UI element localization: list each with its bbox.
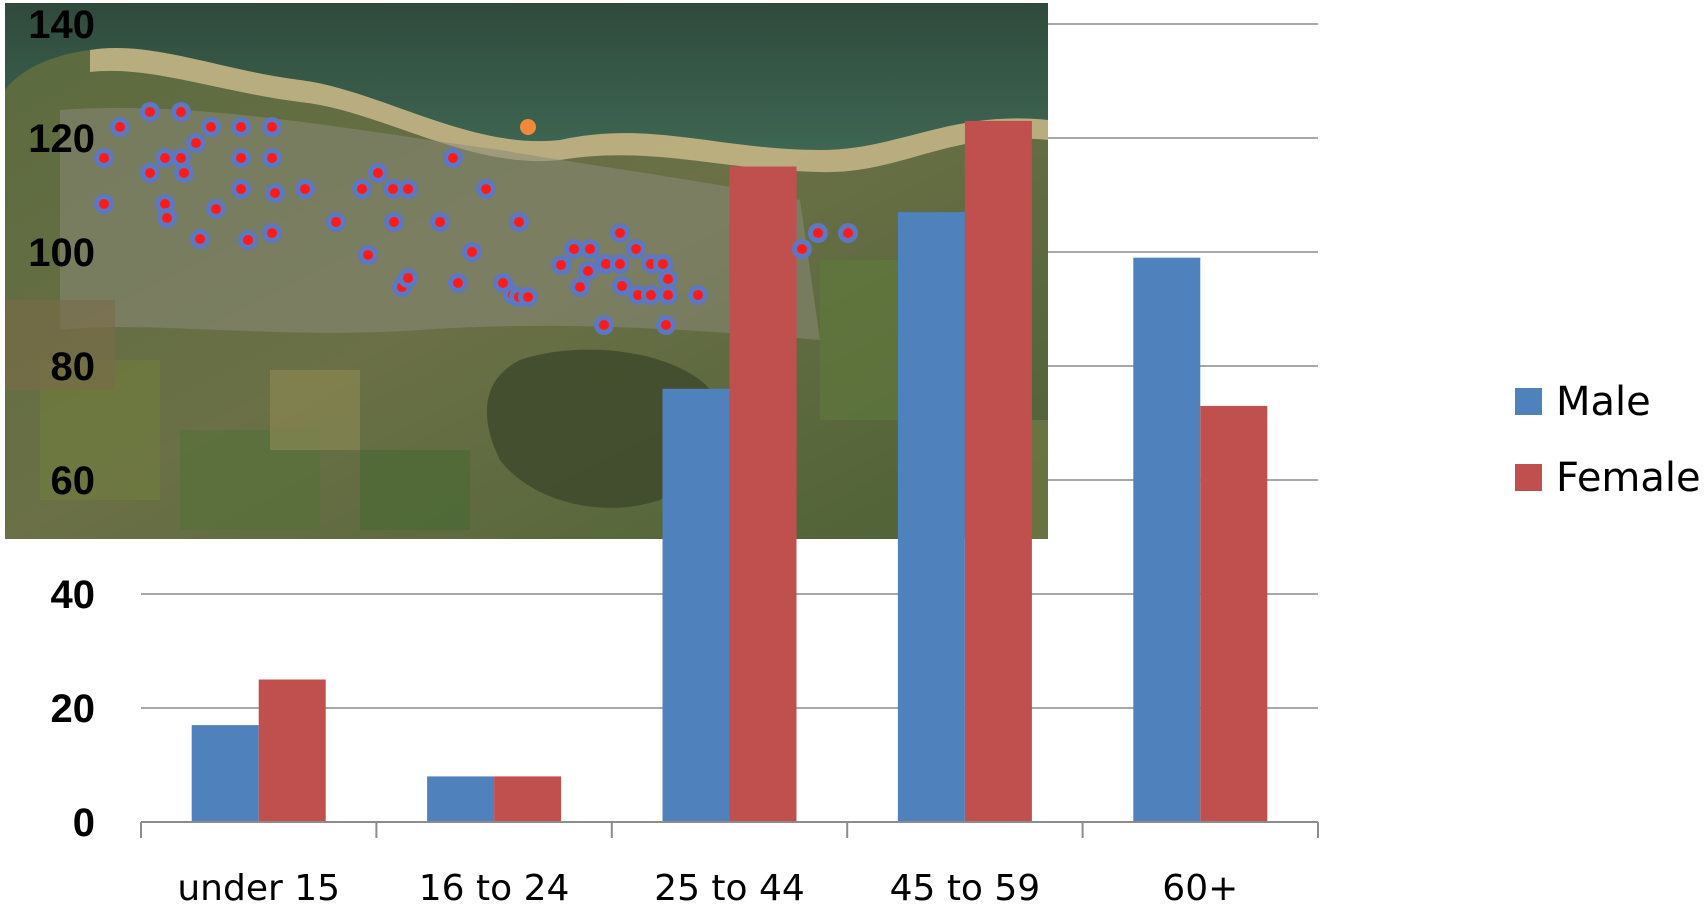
map-marker (99, 199, 109, 209)
map-marker (453, 278, 463, 288)
map-marker (448, 153, 458, 163)
map-marker (615, 228, 625, 238)
x-axis-tick-labels: under 15 16 to 24 25 to 44 45 to 59 60+ (177, 868, 1238, 909)
x-tick-label: 16 to 24 (419, 868, 570, 909)
map-marker (583, 266, 593, 276)
y-tick-label: 40 (51, 573, 96, 617)
bar-male-3 (897, 212, 965, 823)
map-marker (160, 199, 170, 209)
map-marker (661, 320, 671, 330)
y-tick-label: 100 (28, 231, 95, 275)
x-tick-label: 45 to 59 (890, 868, 1041, 909)
legend-swatch-male (1515, 388, 1542, 415)
y-tick-label: 80 (51, 345, 96, 389)
map-marker (523, 292, 533, 302)
map-marker (162, 213, 172, 223)
map-marker (481, 184, 491, 194)
bar-series (191, 120, 1268, 823)
map-marker (176, 107, 186, 117)
map-marker (646, 290, 656, 300)
legend-label-male: Male (1556, 379, 1651, 425)
bar-female-3 (964, 120, 1032, 822)
y-tick-label: 140 (28, 3, 95, 47)
satellite-map-inset (5, 3, 1048, 539)
map-marker (145, 107, 155, 117)
bar-male-2 (662, 388, 730, 822)
bar-female-2 (729, 166, 797, 822)
map-marker (663, 274, 673, 284)
map-marker (145, 168, 155, 178)
y-tick-label: 120 (28, 117, 95, 161)
map-marker (693, 290, 703, 300)
map-marker (569, 244, 579, 254)
bar-female-1 (494, 776, 562, 822)
map-marker (99, 153, 109, 163)
map-marker (267, 153, 277, 163)
map-marker (206, 122, 216, 132)
x-axis (140, 821, 1319, 838)
map-marker (389, 217, 399, 227)
map-marker (236, 122, 246, 132)
map-marker (211, 204, 221, 214)
map-marker (556, 260, 566, 270)
map-marker (331, 217, 341, 227)
map-marker (236, 184, 246, 194)
y-tick-label: 60 (51, 459, 96, 503)
map-marker (270, 188, 280, 198)
map-marker (267, 122, 277, 132)
y-axis-tick-labels: 0 20 40 60 80 100 120 140 (28, 3, 95, 845)
map-marker (357, 184, 367, 194)
map-marker (373, 168, 383, 178)
map-marker (514, 217, 524, 227)
bar-male-0 (191, 725, 259, 822)
map-marker (403, 273, 413, 283)
map-marker (176, 153, 186, 163)
map-marker (813, 228, 823, 238)
map-marker (388, 184, 398, 194)
map-marker (243, 235, 253, 245)
map-marker (300, 184, 310, 194)
x-tick-label: 60+ (1162, 868, 1238, 909)
bar-male-4 (1133, 257, 1201, 822)
map-marker (633, 290, 643, 300)
x-tick-label: 25 to 44 (654, 868, 805, 909)
map-marker (115, 122, 125, 132)
bar-female-4 (1200, 405, 1268, 822)
map-marker (435, 217, 445, 227)
y-tick-label: 0 (73, 801, 95, 845)
map-marker (191, 138, 201, 148)
map-marker (267, 228, 277, 238)
location-pin-icon (520, 119, 536, 135)
map-marker (658, 259, 668, 269)
legend-label-female: Female (1556, 455, 1701, 501)
map-marker (498, 278, 508, 288)
legend-swatch-female (1515, 464, 1542, 491)
map-marker (601, 259, 611, 269)
map-marker (599, 320, 609, 330)
map-marker (585, 244, 595, 254)
legend: Male Female (1515, 379, 1701, 501)
bar-female-0 (258, 679, 326, 822)
y-tick-label: 20 (51, 687, 96, 731)
map-marker (467, 247, 477, 257)
map-marker (617, 281, 627, 291)
map-marker (160, 153, 170, 163)
map-marker (195, 234, 205, 244)
x-tick-label: under 15 (177, 868, 340, 909)
map-marker (575, 282, 585, 292)
map-marker (843, 228, 853, 238)
map-marker (403, 184, 413, 194)
map-marker (615, 259, 625, 269)
map-marker (631, 244, 641, 254)
map-marker (797, 244, 807, 254)
map-marker (236, 153, 246, 163)
bar-male-1 (427, 776, 495, 822)
map-marker (663, 290, 673, 300)
map-markers (94, 102, 858, 335)
map-marker (179, 168, 189, 178)
map-marker (363, 250, 373, 260)
